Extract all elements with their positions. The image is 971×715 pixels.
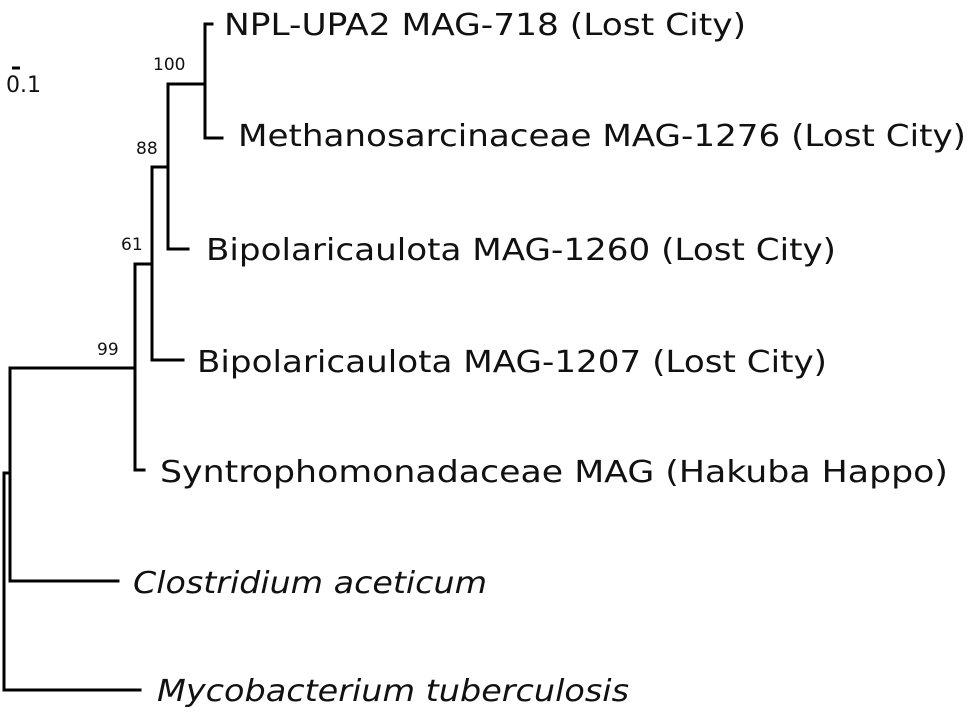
taxon-label-methanosarcinaceae: Methanosarcinaceae MAG-1276 (Lost City) (238, 119, 966, 154)
support-values: 100 88 61 99 (97, 55, 185, 360)
taxon-labels: NPL-UPA2 MAG-718 (Lost City) Methanosarc… (133, 8, 966, 709)
taxon-label-npl-upa2: NPL-UPA2 MAG-718 (Lost City) (224, 8, 746, 43)
support-value-100: 100 (153, 55, 185, 75)
scale-bar: 0.1 (6, 66, 41, 98)
taxon-label-mycobacterium-tuberculosis: Mycobacterium tuberculosis (157, 674, 629, 709)
taxon-label-clostridium-aceticum: Clostridium aceticum (133, 566, 487, 601)
taxon-label-bipolaricaulota-1260: Bipolaricaulota MAG-1260 (Lost City) (206, 233, 836, 268)
taxon-label-bipolaricaulota-1207: Bipolaricaulota MAG-1207 (Lost City) (197, 345, 827, 380)
taxon-label-syntrophomonadaceae: Syntrophomonadaceae MAG (Hakuba Happo) (160, 455, 948, 490)
scale-bar-label: 0.1 (6, 73, 41, 98)
support-value-88: 88 (136, 139, 158, 159)
support-value-99: 99 (97, 340, 119, 360)
tree-branches (2, 22, 224, 692)
support-value-61: 61 (121, 235, 143, 255)
